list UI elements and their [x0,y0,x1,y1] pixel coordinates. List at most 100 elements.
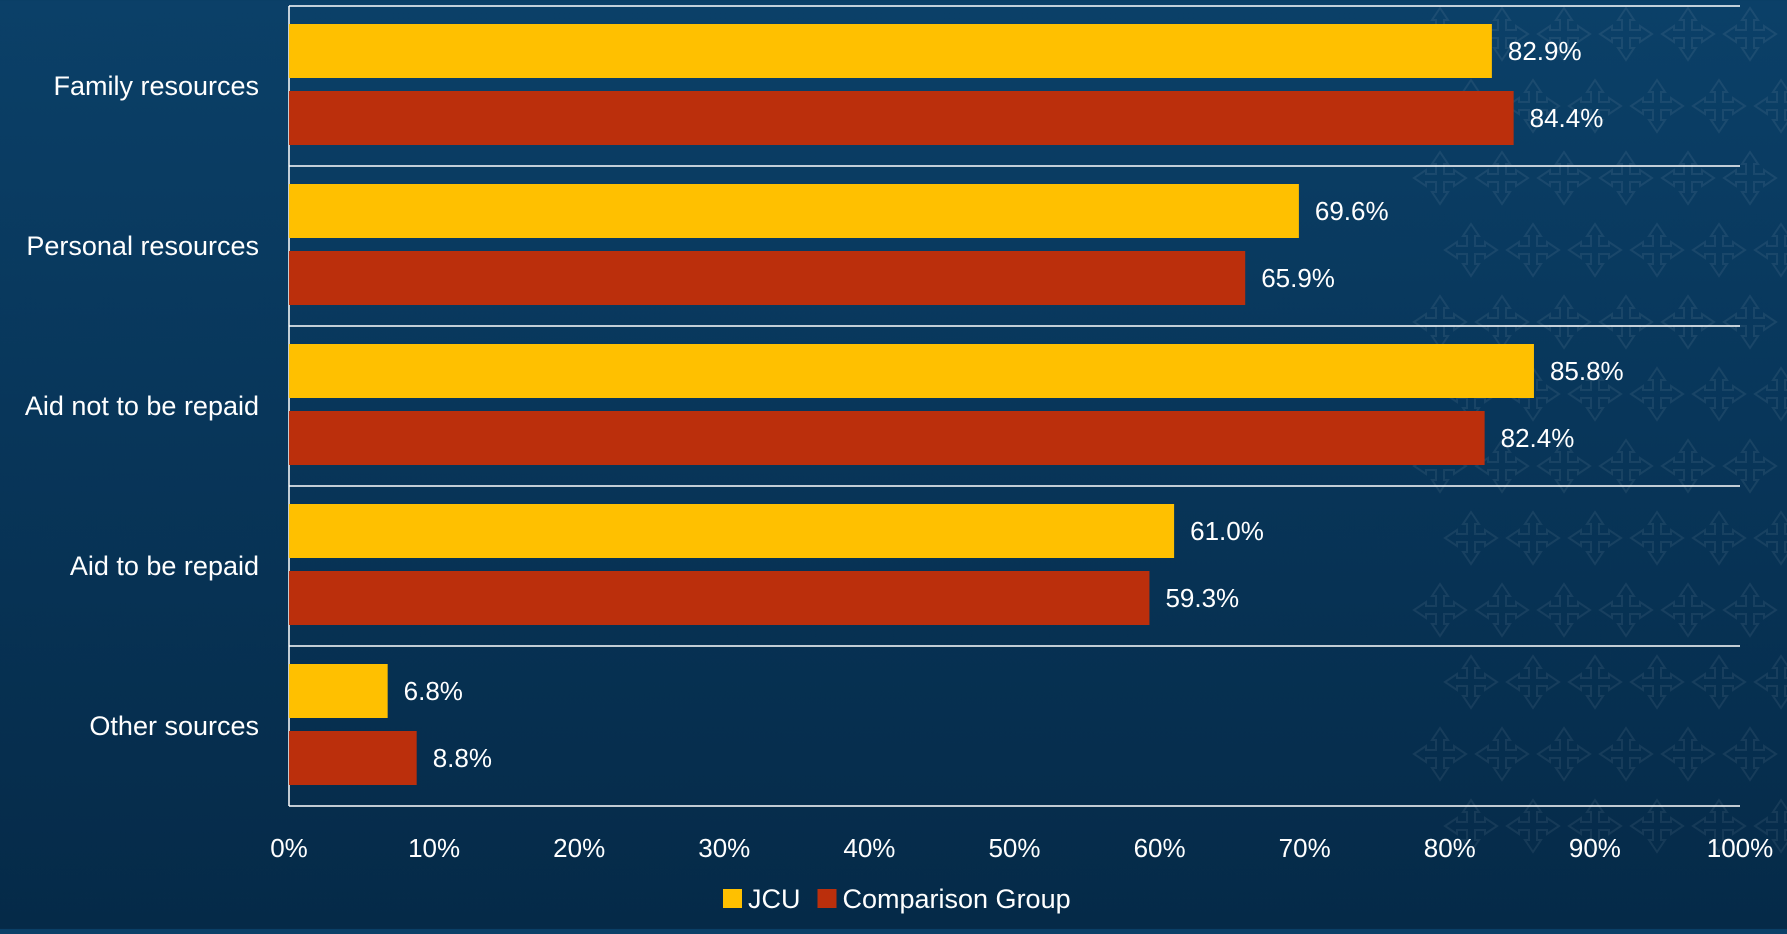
pattern-cross-shape [1691,222,1747,278]
pattern-cross-shape [1505,654,1561,710]
pattern-cross-shape [1443,222,1499,278]
x-tick-label: 30% [698,833,750,863]
bar-value-label: 8.8% [433,743,492,773]
pattern-cross-shape [1598,438,1654,494]
category-label: Aid to be repaid [70,551,259,581]
pattern-cross-shape [1505,78,1561,134]
value-labels-group: 82.9% 84.4% 69.6% 65.9% 85.8% 82.4% 61.0% 59.3%… [404,36,1624,773]
pattern-cross-shape [1505,510,1561,566]
pattern-cross-shape [1443,510,1499,566]
category-label: Personal resources [26,231,259,261]
pattern-cross-shape [1691,510,1747,566]
pattern-cross-shape [1722,582,1778,638]
x-tick-label: 70% [1279,833,1331,863]
pattern-cross-shape [1567,366,1623,422]
bar-value-label: 6.8% [404,676,463,706]
pattern-cross-shape [1691,78,1747,134]
pattern-cross-shape [1722,6,1778,62]
x-tick-label: 0% [270,833,308,863]
pattern-cross-shape [1412,726,1468,782]
category-labels-group: Family resources Personal resources Aid no… [25,71,259,741]
x-tick-label: 90% [1569,833,1621,863]
bar-value-label: 82.4% [1501,423,1575,453]
pattern-cross-shape [1660,6,1716,62]
pattern-cross-shape [1412,150,1468,206]
bar-comparison-group [289,251,1246,305]
pattern-cross-shape [1567,654,1623,710]
pattern-cross-shape [1505,222,1561,278]
pattern-cross-shape [1629,654,1685,710]
pattern-cross-shape [1598,726,1654,782]
category-label: Aid not to be repaid [25,391,259,421]
pattern-cross-shape [1660,582,1716,638]
pattern-cross-shape [1412,294,1468,350]
bars-group [289,24,1534,785]
pattern-cross-shape [1753,366,1787,422]
pattern-cross-shape [1474,438,1530,494]
bar-comparison-group [289,571,1150,625]
pattern-cross-shape [1598,150,1654,206]
pattern-cross-shape [1629,222,1685,278]
bar-value-label: 85.8% [1550,356,1624,386]
pattern-cross-shape [1536,582,1592,638]
legend-label: Comparison Group [843,884,1071,914]
bar-comparison-group [289,91,1514,145]
pattern-cross-shape [1722,438,1778,494]
bar-jcu [289,184,1299,238]
pattern-cross-shape [1536,438,1592,494]
pattern-cross-shape [1722,726,1778,782]
pattern-cross-shape [1629,366,1685,422]
pattern-cross-shape [1536,6,1592,62]
pattern-cross-shape [1629,78,1685,134]
pattern-cross-shape [1691,654,1747,710]
pattern-cross-shape [1753,798,1787,854]
legend-swatch-jcu [723,889,742,908]
pattern-cross-shape [1598,294,1654,350]
category-label: Other sources [89,711,259,741]
pattern-cross-shape [1412,582,1468,638]
pattern-cross-shape [1505,798,1561,854]
bar-value-label: 65.9% [1261,263,1335,293]
pattern-cross-shape [1722,294,1778,350]
pattern-cross-shape [1536,294,1592,350]
x-tick-label: 40% [843,833,895,863]
pattern-cross-shape [1536,726,1592,782]
x-tick-label: 20% [553,833,605,863]
pattern-cross-shape [1443,798,1499,854]
pattern-cross-shape [1567,798,1623,854]
pattern-cross-shape [1753,654,1787,710]
category-label: Family resources [53,71,259,101]
pattern-cross-shape [1660,438,1716,494]
pattern-cross-shape [1660,294,1716,350]
pattern-cross-shape [1443,654,1499,710]
pattern-cross-shape [1567,222,1623,278]
bar-jcu [289,504,1175,558]
pattern-cross-shape [1474,582,1530,638]
bar-value-label: 61.0% [1190,516,1264,546]
bar-value-label: 82.9% [1508,36,1582,66]
bar-comparison-group [289,731,417,785]
x-tick-label: 80% [1424,833,1476,863]
pattern-cross-shape [1753,222,1787,278]
pattern-cross-shape [1660,726,1716,782]
pattern-cross-shape [1629,510,1685,566]
pattern-cross-shape [1474,150,1530,206]
pattern-cross-shape [1722,150,1778,206]
x-tick-label: 60% [1134,833,1186,863]
x-tick-label: 50% [988,833,1040,863]
pattern-cross-shape [1691,366,1747,422]
background-pattern [1412,6,1787,854]
pattern-cross-shape [1660,150,1716,206]
pattern-cross-shape [1691,798,1747,854]
x-axis-ticks-group: 0% 10% 20% 30% 40% 50% 60% 70% 80% 90% 100% [270,833,1773,863]
pattern-cross-shape [1753,78,1787,134]
legend-label: JCU [748,884,801,914]
bar-jcu [289,24,1492,78]
pattern-cross-shape [1598,582,1654,638]
pattern-cross-shape [1474,294,1530,350]
legend: JCU Comparison Group [723,884,1071,914]
pattern-cross-shape [1753,510,1787,566]
bar-value-label: 69.6% [1315,196,1389,226]
